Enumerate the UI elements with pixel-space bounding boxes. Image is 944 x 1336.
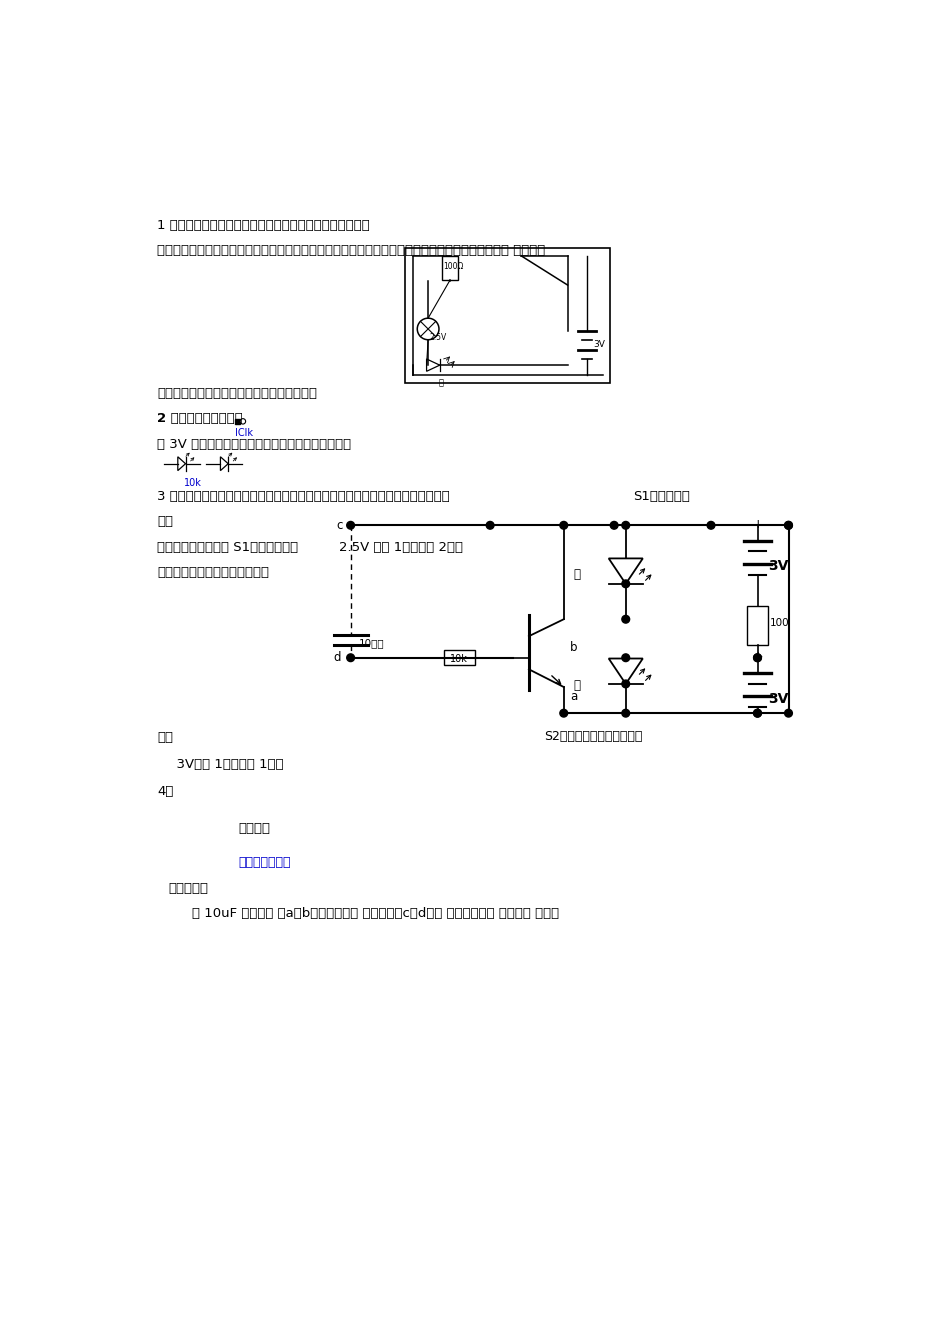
Circle shape: [752, 709, 761, 717]
Circle shape: [621, 580, 629, 588]
Text: 请按右图拼搭并: 请按右图拼搭并: [238, 856, 291, 870]
Text: a: a: [569, 691, 577, 703]
Text: 1 按右图拼搭后，合上开关，发光二极管和灯泡都不会亮，: 1 按右图拼搭后，合上开关，发光二极管和灯泡都不会亮，: [157, 219, 369, 232]
Circle shape: [621, 653, 629, 661]
Bar: [235, 420, 240, 424]
Circle shape: [559, 521, 567, 529]
Circle shape: [784, 709, 791, 717]
Bar: [443, 651, 474, 665]
Text: 3 请用下列元件，加上一些导线，完成一个电灯电路，要求合上开关，再按下电键: 3 请用下列元件，加上一些导线，完成一个电灯电路，要求合上开关，再按下电键: [157, 490, 449, 502]
Circle shape: [706, 521, 714, 529]
Text: 3V电池 1组；开关 1只；: 3V电池 1组；开关 1只；: [168, 758, 284, 771]
Circle shape: [486, 521, 494, 529]
Text: S2，不合上开关，电灯也会: S2，不合上开关，电灯也会: [544, 729, 642, 743]
Circle shape: [784, 521, 791, 529]
Text: 100Ω: 100Ω: [443, 262, 464, 271]
Text: 红: 红: [438, 378, 443, 387]
Circle shape: [621, 709, 629, 717]
Circle shape: [346, 521, 354, 529]
Circle shape: [752, 653, 761, 661]
Text: c: c: [336, 520, 343, 532]
Text: 显示功能：: 显示功能：: [168, 882, 209, 895]
Text: 红: 红: [573, 568, 581, 581]
Text: 2 点亮两只发光二极管: 2 点亮两只发光二极管: [157, 411, 243, 425]
Text: 2.5V: 2.5V: [430, 333, 447, 342]
Text: IClk: IClk: [235, 429, 253, 438]
Bar: [442, 255, 457, 281]
Text: 亮。: 亮。: [157, 516, 173, 528]
Text: d: d: [333, 651, 341, 664]
Text: 请你用图中的元器件，必要时可增减导线，重新组合一个电路，要求合上开关后，灯泡和发光二极管 都会亮。: 请你用图中的元器件，必要时可增减导线，重新组合一个电路，要求合上开关后，灯泡和发…: [157, 244, 545, 258]
Text: 搞电点灯: 搞电点灯: [238, 822, 270, 835]
Circle shape: [752, 653, 761, 661]
Text: 用 3V 电池怎样点亮两只发光二极管，要有保护电阵: 用 3V 电池怎样点亮两只发光二极管，要有保护电阵: [157, 437, 350, 450]
Circle shape: [417, 318, 439, 339]
Circle shape: [621, 616, 629, 623]
Circle shape: [752, 709, 761, 717]
Text: 亮。: 亮。: [157, 731, 173, 744]
Circle shape: [346, 653, 354, 661]
Circle shape: [621, 680, 629, 688]
Text: 10k: 10k: [184, 477, 202, 488]
Bar: [404, 248, 610, 383]
Text: +: +: [752, 651, 763, 663]
Text: 3V: 3V: [593, 341, 604, 350]
Circle shape: [610, 521, 617, 529]
Text: 注意：点亮发光二极管时不能没有限流电阵。: 注意：点亮发光二极管时不能没有限流电阵。: [157, 386, 316, 399]
Text: 10微法: 10微法: [358, 639, 383, 648]
Text: S1，电灯就会: S1，电灯就会: [632, 490, 690, 502]
Text: 亮。但是，只要按下另一个电键: 亮。但是，只要按下另一个电键: [157, 566, 269, 578]
Bar: [747, 607, 767, 645]
Text: 10k: 10k: [449, 653, 467, 664]
Circle shape: [784, 521, 791, 529]
Text: 把 10uF 电容器放 在a、b处一下（充电 ），再移到c、d处放 置（放电）， 此时两只 发光二: 把 10uF 电容器放 在a、b处一下（充电 ），再移到c、d处放 置（放电），…: [192, 907, 558, 921]
Text: 3V: 3V: [767, 560, 788, 573]
Text: 2.5V 灯泡 1只；电键 2只。: 2.5V 灯泡 1只；电键 2只。: [339, 541, 463, 553]
Circle shape: [621, 521, 629, 529]
Text: 4、: 4、: [157, 784, 173, 798]
Circle shape: [240, 418, 245, 424]
Text: 100: 100: [769, 617, 788, 628]
Text: 3V: 3V: [767, 692, 788, 705]
Circle shape: [559, 709, 567, 717]
Text: b: b: [569, 641, 577, 653]
Text: 只合上开关或只按下 S1，电灯都不会: 只合上开关或只按下 S1，电灯都不会: [157, 541, 297, 553]
Text: +: +: [752, 517, 763, 530]
Text: 绿: 绿: [573, 679, 581, 692]
